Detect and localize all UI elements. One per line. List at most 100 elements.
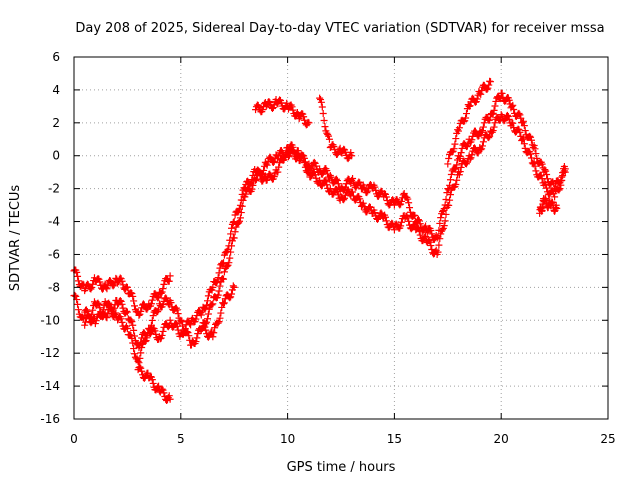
data-point-plus [416,220,424,228]
data-point-plus [266,170,274,178]
data-point-plus [74,306,82,314]
data-point-plus [344,186,352,194]
data-point-plus [405,217,413,225]
data-point-plus [160,280,168,288]
data-point-plus [486,132,494,140]
data-point-plus [158,385,166,393]
data-point-plus [270,157,278,165]
data-point-plus [542,180,550,188]
data-point-plus [166,395,174,403]
y-tick-label: -12 [40,346,60,360]
data-point-plus [526,132,534,140]
data-point-plus [542,167,550,175]
data-point-plus [301,159,309,167]
data-point-plus [241,185,249,193]
data-point-plus [305,119,313,127]
data-point-plus [310,158,318,166]
axis-ticks: 0 5 10 15 20 25 -16 -14 -12 -10 -8 -6 -4 -2 0 2 4 6 [40,50,615,446]
data-point-plus [382,217,390,225]
data-point-plus [458,144,466,152]
data-point-plus [555,186,563,194]
data-point-plus [492,97,500,105]
data-point-plus [414,216,422,224]
plot-frame [73,56,609,420]
data-point-plus [225,242,233,250]
data-point-plus [377,209,385,217]
data-point-plus [479,123,487,131]
data-point-plus [220,300,228,308]
data-point-plus [236,205,244,213]
data-point-plus [348,152,356,160]
data-point-plus [178,317,186,325]
data-point-plus [236,201,244,209]
data-point-plus [126,331,134,339]
data-point-plus [442,195,450,203]
y-axis-label: SDTVAR / TECUs [8,185,23,292]
data-point-plus [330,143,338,151]
data-point-plus [479,142,487,150]
data-point-plus [322,178,330,186]
data-point-plus [167,299,175,307]
data-point-plus [265,97,273,105]
data-point-plus [275,163,283,171]
data-point-plus [435,241,443,249]
data-point-plus [217,309,225,317]
data-point-plus [371,183,379,191]
data-point-plus [519,117,527,125]
data-point-plus [87,285,95,293]
data-point-plus [488,128,496,136]
data-point-plus [447,171,455,179]
data-point-plus [323,181,331,189]
data-point-plus [474,132,482,140]
data-point-plus [515,109,523,117]
data-point-plus [490,106,498,114]
data-point-plus [347,149,355,157]
data-point-plus [174,310,182,318]
data-point-plus [229,218,237,226]
data-point-plus [135,311,143,319]
data-point-plus [468,136,476,144]
data-point-plus [390,226,398,234]
data-point-plus [177,316,185,324]
series-track-7 [198,282,238,341]
data-point-plus [74,300,82,308]
data-point-plus [216,264,224,272]
data-point-plus [333,177,341,185]
y-tick-label: -4 [48,215,60,229]
data-point-plus [521,127,529,135]
data-point-plus [307,173,315,181]
data-point-plus [106,301,114,309]
data-point-plus [226,236,234,244]
data-point-plus [300,154,308,162]
data-point-plus [450,145,458,153]
data-point-plus [220,275,228,283]
data-point-plus [83,307,91,315]
data-point-plus [141,337,149,345]
data-point-plus [277,147,285,155]
data-point-plus [173,306,181,314]
data-point-plus [363,189,371,197]
data-point-plus [532,167,540,175]
data-point-plus [445,201,453,209]
data-point-plus [305,160,313,168]
data-point-plus [312,162,320,170]
data-point-plus [488,110,496,118]
data-point-plus [382,213,389,221]
data-point-plus [192,338,200,346]
data-point-plus [129,339,137,347]
data-point-plus [406,204,414,212]
data-point-plus [200,322,208,330]
data-point-plus [531,162,539,170]
data-point-plus [510,124,518,132]
data-point-plus [415,227,423,235]
data-point-plus [209,283,217,291]
data-point-plus [520,122,528,130]
data-point-plus [123,283,131,291]
data-point-plus [165,277,173,285]
data-point-plus [398,197,406,205]
data-point-plus [105,299,113,307]
data-point-plus [209,333,217,341]
data-point-plus [543,184,551,192]
data-point-plus [397,222,405,230]
y-tick-label: 0 [52,149,60,163]
